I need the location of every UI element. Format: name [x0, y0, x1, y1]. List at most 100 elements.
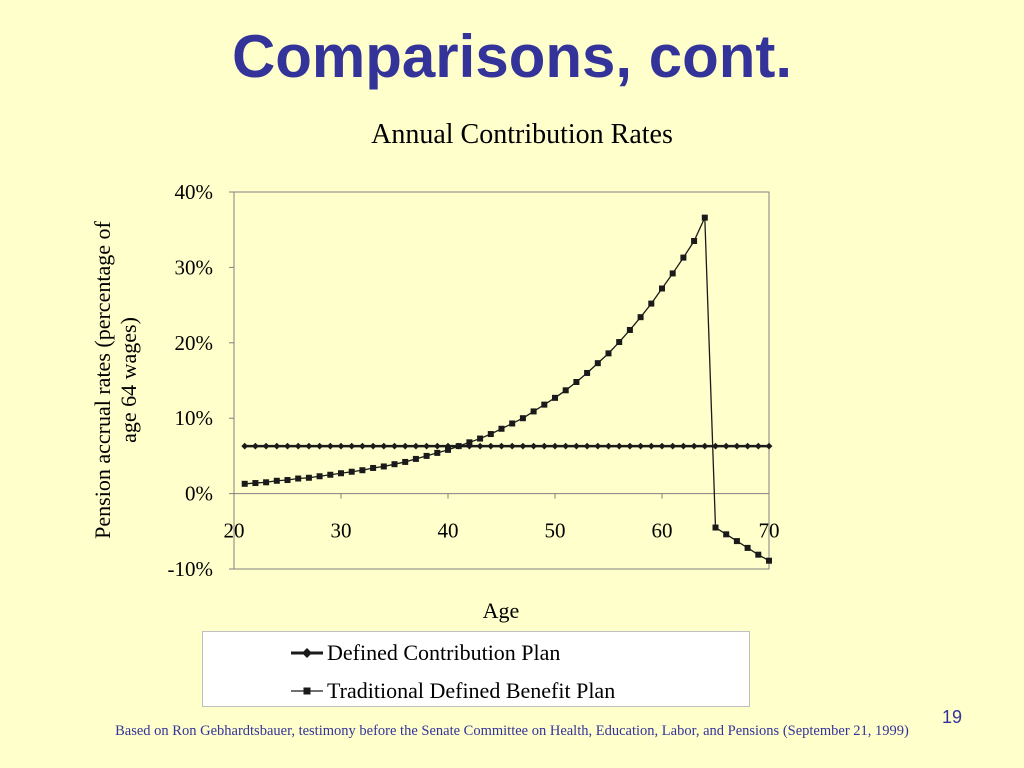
- data-point: [476, 442, 484, 450]
- data-point: [498, 442, 505, 450]
- y-tick-label: 0%: [185, 482, 213, 506]
- data-point: [584, 369, 591, 376]
- data-point: [305, 474, 312, 481]
- data-point: [327, 471, 334, 478]
- data-point: [530, 442, 537, 450]
- data-point: [712, 524, 719, 531]
- data-point: [305, 442, 313, 450]
- slide-title: Comparisons, cont.: [231, 23, 793, 90]
- data-point: [391, 461, 398, 468]
- data-point: [284, 477, 291, 484]
- x-tick-label: 50: [545, 519, 566, 543]
- page-number: 19: [941, 707, 962, 727]
- data-point: [498, 425, 505, 432]
- data-point: [626, 326, 633, 333]
- series-defined-benefit: [241, 214, 772, 564]
- legend-label: Traditional Defined Benefit Plan: [327, 678, 616, 703]
- data-point: [519, 415, 526, 422]
- data-point: [338, 470, 344, 477]
- data-point: [294, 442, 302, 450]
- data-point: [508, 442, 516, 450]
- data-point: [434, 449, 441, 456]
- data-point: [391, 442, 398, 450]
- data-point: [316, 442, 323, 450]
- data-point: [273, 442, 281, 450]
- data-point: [680, 254, 687, 261]
- data-point: [712, 442, 719, 450]
- data-point: [701, 214, 708, 221]
- data-point: [669, 270, 676, 277]
- data-point: [765, 442, 773, 450]
- data-point: [690, 442, 698, 450]
- data-point: [402, 458, 409, 465]
- legend-swatch-square-icon: [291, 687, 323, 695]
- data-point: [530, 408, 537, 415]
- y-axis-label-line-1: Pension accrual rates (percentage of: [90, 221, 115, 539]
- data-point: [423, 452, 430, 459]
- y-tick-label: -10%: [168, 557, 214, 581]
- data-point: [615, 442, 623, 450]
- y-tick-label: 10%: [175, 406, 214, 430]
- data-point: [540, 442, 548, 450]
- data-point: [744, 544, 751, 551]
- data-point: [263, 479, 270, 486]
- data-point: [659, 285, 665, 292]
- data-point: [647, 442, 655, 450]
- data-point: [284, 442, 291, 450]
- y-axis-label-line-2: age 64 wages): [116, 317, 141, 443]
- data-point: [669, 442, 677, 450]
- data-point: [723, 531, 730, 538]
- data-point: [241, 480, 248, 487]
- data-point: [412, 455, 419, 462]
- data-point: [594, 442, 602, 450]
- y-tick-label: 30%: [175, 255, 214, 279]
- data-point: [455, 443, 462, 450]
- data-point: [433, 442, 441, 450]
- data-point: [658, 442, 666, 450]
- data-point: [626, 442, 634, 450]
- x-tick-label: 60: [652, 519, 673, 543]
- data-point: [252, 480, 259, 487]
- data-point: [370, 464, 377, 471]
- data-point: [380, 463, 387, 470]
- data-point: [605, 442, 612, 450]
- data-point: [573, 379, 580, 386]
- data-point: [744, 442, 751, 450]
- data-point: [541, 401, 548, 408]
- x-tick-label: 20: [224, 519, 245, 543]
- data-point: [348, 468, 355, 475]
- data-point: [552, 394, 558, 401]
- data-point: [691, 238, 698, 245]
- data-point: [487, 431, 494, 438]
- x-axis-label: Age: [483, 598, 520, 623]
- data-point: [766, 557, 772, 564]
- data-point: [466, 439, 473, 446]
- data-point: [348, 442, 356, 450]
- x-tick-label: 40: [438, 519, 459, 543]
- data-point: [583, 442, 591, 450]
- data-point: [519, 442, 527, 450]
- data-point: [755, 551, 762, 558]
- data-point: [605, 350, 612, 357]
- chart-title: Annual Contribution Rates: [371, 119, 673, 150]
- data-point: [337, 442, 345, 450]
- legend-item-defined-benefit: Traditional Defined Benefit Plan: [291, 676, 615, 706]
- data-point: [273, 477, 280, 484]
- data-point: [241, 442, 249, 450]
- data-point: [701, 442, 709, 450]
- data-point: [680, 442, 687, 450]
- x-tick-label: 70: [759, 519, 780, 543]
- data-point: [733, 538, 740, 545]
- data-point: [445, 446, 451, 453]
- data-point: [509, 420, 516, 427]
- data-point: [369, 442, 377, 450]
- data-point: [733, 442, 741, 450]
- chart-legend: Defined Contribution Plan Traditional De…: [202, 631, 750, 707]
- data-point: [252, 442, 259, 450]
- data-point: [316, 473, 323, 480]
- data-point: [326, 442, 334, 450]
- data-point: [754, 442, 762, 450]
- series-defined-contribution: [241, 442, 773, 450]
- data-point: [722, 442, 730, 450]
